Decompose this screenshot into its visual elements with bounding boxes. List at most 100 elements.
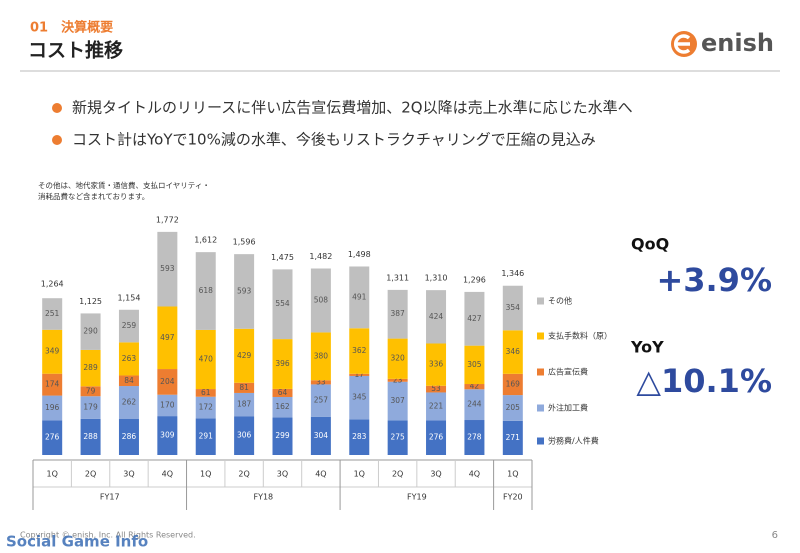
- group-label: FY18: [253, 493, 273, 502]
- bar-segment: [349, 328, 370, 374]
- bullet: 新規タイトルのリリースに伴い広告宣伝費増加、2Q以降は売上水準に応じた水準へ: [72, 99, 633, 117]
- segment-label: 396: [275, 359, 290, 368]
- segment-label: 283: [352, 432, 367, 441]
- group-label: FY19: [407, 493, 427, 502]
- x-tick-label: 4Q: [315, 470, 326, 479]
- legend-label: その他: [548, 296, 572, 306]
- segment-label: 305: [467, 360, 482, 369]
- segment-label: 187: [237, 400, 252, 409]
- segment-label: 84: [124, 376, 134, 385]
- segment-label: 306: [237, 431, 252, 440]
- bar-segment: [157, 306, 178, 370]
- chart: 276 196 174 349 251 1,264 1Q 288 179 79 289 290 1,12…: [32, 216, 612, 510]
- page-number: 6: [772, 530, 778, 541]
- segment-label: 387: [390, 309, 405, 318]
- bar-segment: [42, 329, 63, 374]
- bar-segment: [502, 373, 523, 396]
- x-tick-label: 3Q: [430, 470, 441, 479]
- bar-segment: [80, 349, 101, 387]
- bar-segment: [80, 386, 101, 397]
- legend-swatch: [537, 368, 544, 376]
- segment-label: 61: [201, 388, 211, 397]
- segment-label: 244: [467, 400, 482, 409]
- segment-label: 262: [122, 398, 137, 407]
- segment-label: 470: [199, 354, 214, 363]
- segment-label: 263: [122, 354, 137, 363]
- bar-segment: [118, 375, 139, 387]
- segment-label: 554: [275, 299, 290, 308]
- total-label: 1,264: [41, 279, 64, 288]
- segment-label: 251: [45, 309, 60, 318]
- bar-segment: [157, 369, 178, 395]
- bar-segment: [387, 420, 408, 455]
- x-tick-label: 1Q: [46, 470, 57, 479]
- legend-swatch: [537, 404, 544, 412]
- segment-label: 169: [506, 379, 521, 388]
- bar-segment: [195, 252, 216, 330]
- segment-label: 162: [275, 402, 290, 411]
- bar-segment: [195, 418, 216, 455]
- segment-label: 257: [314, 396, 329, 405]
- bar-segment: [349, 419, 370, 455]
- segment-label: 427: [467, 314, 482, 323]
- segment-label: 497: [160, 333, 175, 342]
- bullet-dot: [52, 135, 62, 145]
- segment-label: 64: [278, 388, 288, 397]
- segment-label: 170: [160, 400, 175, 409]
- segment-label: 618: [199, 286, 214, 295]
- total-label: 1,346: [501, 269, 524, 278]
- legend-label: 支払手数料（原）: [548, 331, 612, 341]
- bar-segment: [502, 330, 523, 374]
- segment-label: 291: [199, 432, 214, 441]
- x-tick-label: 2Q: [85, 470, 96, 479]
- legend-label: 広告宣伝費: [548, 367, 588, 377]
- x-tick-label: 1Q: [354, 470, 365, 479]
- kpi-value: △10.1%: [636, 362, 772, 400]
- bar-segment: [387, 289, 408, 339]
- segment-label: 349: [45, 347, 60, 356]
- segment-label: 196: [45, 403, 60, 412]
- bar-segment: [464, 420, 485, 455]
- bar-segment: [502, 420, 523, 455]
- bar-segment: [272, 339, 293, 389]
- segment-label: 259: [122, 321, 137, 330]
- total-label: 1,310: [425, 274, 448, 283]
- group-label: FY20: [503, 493, 523, 502]
- x-tick-label: 2Q: [392, 470, 403, 479]
- bar-segment: [157, 231, 178, 307]
- bar-segment: [464, 389, 485, 421]
- segment-label: 309: [160, 431, 175, 440]
- segment-label: 179: [83, 402, 98, 411]
- segment-label: 593: [237, 286, 252, 295]
- segment-label: 275: [390, 433, 405, 442]
- segment-label: 320: [390, 354, 405, 363]
- segment-label: 278: [467, 433, 482, 442]
- segment-label: 271: [506, 433, 521, 442]
- bar-segment: [426, 343, 447, 386]
- segment-label: 33: [316, 377, 326, 386]
- total-label: 1,498: [348, 250, 371, 259]
- segment-label: 205: [506, 403, 521, 412]
- bar-segment: [310, 332, 331, 381]
- segment-label: 508: [314, 295, 329, 304]
- bar-segment: [272, 396, 293, 418]
- bar-segment: [349, 373, 370, 376]
- total-label: 1,772: [156, 216, 179, 225]
- segment-label: 346: [506, 347, 521, 356]
- note: その他は、地代家賃・通信費、支払ロイヤリティ・: [38, 180, 210, 190]
- bar-segment: [118, 342, 139, 376]
- kpi-label: YoY: [630, 338, 664, 357]
- segment-label: 380: [314, 351, 329, 360]
- bar-segment: [234, 382, 255, 393]
- segment-label: 362: [352, 346, 367, 355]
- segment-label: 79: [86, 386, 96, 395]
- bar-segment: [387, 378, 408, 382]
- legend-swatch: [537, 332, 544, 340]
- bar-segment: [310, 416, 331, 455]
- total-label: 1,154: [118, 293, 141, 302]
- bar-segment: [426, 385, 447, 393]
- total-label: 1,612: [194, 236, 217, 245]
- segment-label: 53: [431, 384, 441, 393]
- segment-label: 429: [237, 351, 252, 360]
- segment-label: 81: [239, 383, 249, 392]
